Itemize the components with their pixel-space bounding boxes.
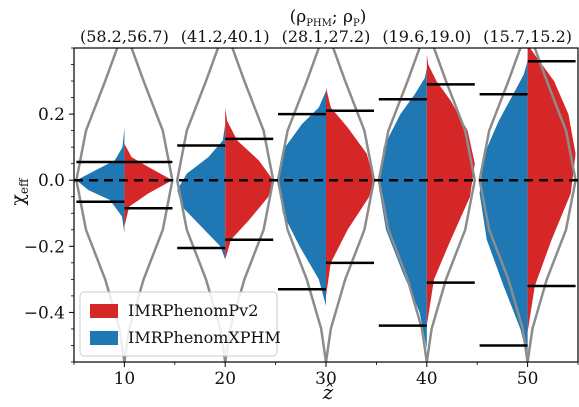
violin-left-z40 <box>378 67 427 349</box>
snr-header-open: (ρ <box>290 7 307 27</box>
legend-label-imrphenompv2: IMRPhenomPv2 <box>128 301 258 320</box>
snr-header-mid: ; ρ <box>332 7 353 27</box>
y-tick-label-0: −0.4 <box>24 303 65 323</box>
x-tick-label-40: 40 <box>416 369 438 389</box>
snr-labels: (58.2,56.7) (41.2,40.1) (28.1,27.2) (19.6,1… <box>80 27 572 46</box>
y-tick-label-2: 0.0 <box>38 171 65 191</box>
snr-label-z20: (41.2,40.1) <box>181 27 270 46</box>
x-tick-label-20: 20 <box>214 369 236 389</box>
legend-label-imrphenomxphm: IMRPhenomXPHM <box>128 328 281 347</box>
violin-left-z20 <box>177 124 226 260</box>
legend-swatch-imrphenomxphm <box>90 331 118 345</box>
violin-right-z20 <box>225 107 274 260</box>
snr-header-close: ) <box>360 7 367 27</box>
svg-text:χeff: χeff <box>7 177 31 206</box>
snr-label-z30: (28.1,27.2) <box>282 27 371 46</box>
y-axis-label-sub: eff <box>17 177 31 194</box>
credible-interval-lines <box>76 59 576 347</box>
violin-left-z30 <box>278 90 326 306</box>
violin-right-z50 <box>527 48 576 333</box>
x-tick-label-30: 30 <box>315 369 337 389</box>
snr-header-sub2: P <box>353 18 360 29</box>
violin-left-z50 <box>479 61 528 359</box>
violins <box>76 48 576 359</box>
legend: IMRPhenomPv2 IMRPhenomXPHM <box>79 291 281 357</box>
legend-box <box>79 291 278 357</box>
violin-right-z10 <box>124 143 173 227</box>
y-axis-label: χeff <box>7 177 31 206</box>
prior-curve-right-z40 <box>425 48 477 362</box>
snr-header-sub1: PHM <box>306 18 332 29</box>
ticks: 10 20 30 40 50 −0.4 −0.2 0.0 0.2 <box>24 47 579 389</box>
snr-label-z40: (19.6,19.0) <box>382 27 471 46</box>
violin-right-z30 <box>326 87 374 296</box>
x-tick-label-10: 10 <box>114 369 136 389</box>
x-axis-label: ẑ <box>322 380 334 404</box>
snr-label-z50: (15.7,15.2) <box>483 27 572 46</box>
snr-label-z10: (58.2,56.7) <box>80 27 169 46</box>
y-tick-label-3: 0.2 <box>38 105 65 125</box>
snr-header: (ρPHM; ρP) <box>290 7 367 29</box>
violin-left-z10 <box>76 127 125 234</box>
y-tick-label-1: −0.2 <box>24 237 65 257</box>
y-axis-label-main: χ <box>7 194 29 206</box>
x-tick-label-50: 50 <box>517 369 539 389</box>
legend-swatch-imrphenompv2 <box>90 304 118 318</box>
